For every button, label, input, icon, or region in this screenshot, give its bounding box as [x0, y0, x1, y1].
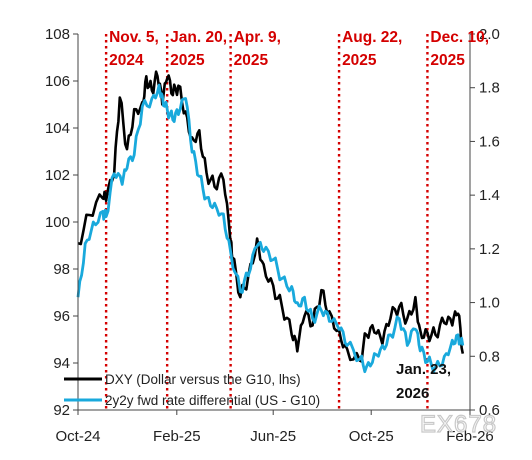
end-annotation-line: Jan. 23,: [396, 361, 451, 378]
x-tick-label: Feb-26: [446, 428, 494, 445]
y-left-tick-label: 106: [45, 73, 70, 90]
x-tick-label: Feb-25: [153, 428, 201, 445]
y-right-tick-label: 0.6: [479, 402, 500, 419]
event-lines: [104, 34, 429, 410]
series-line-rate-differential: [76, 83, 465, 374]
x-tick-label: Jun-25: [250, 428, 296, 445]
y-left-tick-label: 92: [53, 402, 70, 419]
y-left-tick-label: 94: [53, 355, 70, 372]
y-left-tick-label: 108: [45, 26, 70, 43]
axes: 92 94 96 98 100 102 104 106 108 0.6 0.8 1.0 1.2 1.4 1.…: [45, 26, 500, 445]
event-label-line: 2025: [430, 52, 465, 69]
y-left-tick-label: 104: [45, 120, 70, 137]
legend-entry: 2y2y fwd rate differential (US - G10): [64, 393, 320, 408]
y-right-tick-label: 1.8: [479, 80, 500, 97]
series-layer: [76, 70, 465, 374]
y-left-tick-label: 98: [53, 261, 70, 278]
y-right-tick-label: 1.2: [479, 241, 500, 258]
x-tick-label: Oct-25: [349, 428, 394, 445]
legend: DXY (Dollar versus the G10, lhs) 2y2y fwd…: [64, 372, 320, 408]
y-left-tick-label: 100: [45, 214, 70, 231]
event-label: Apr. 9, 2025: [234, 29, 281, 69]
event-label: Nov. 5, 2024: [109, 29, 159, 69]
y-right-tick-label: 0.8: [479, 348, 500, 365]
event-label: Aug. 22, 2025: [342, 29, 402, 69]
watermark: EX678: [420, 411, 497, 438]
event-label: Jan. 20, 2025: [170, 29, 227, 69]
series-line-dxy: [77, 70, 465, 363]
y-right-tick-label: 1.0: [479, 295, 500, 312]
y-right-tick-label: 1.4: [479, 187, 500, 204]
event-label-line: Apr. 9,: [234, 29, 281, 46]
event-label-line: 2025: [170, 52, 205, 69]
y-right-tick-label: 1.6: [479, 133, 500, 150]
event-label-line: 2025: [234, 52, 269, 69]
legend-entry: DXY (Dollar versus the G10, lhs): [64, 372, 301, 387]
legend-label: 2y2y fwd rate differential (US - G10): [105, 393, 320, 408]
x-tick-label: Oct-24: [55, 428, 100, 445]
event-label-line: Nov. 5,: [109, 29, 159, 46]
event-label-line: Dec. 10,: [430, 29, 489, 46]
end-annotation-line: 2026: [396, 385, 429, 402]
event-label-line: 2025: [342, 52, 377, 69]
annotations: Jan. 23, 2026: [396, 361, 451, 402]
legend-label: DXY (Dollar versus the G10, lhs): [105, 372, 301, 387]
event-label-line: Aug. 22,: [342, 29, 402, 46]
event-label: Dec. 10, 2025: [430, 29, 489, 69]
event-label-line: Jan. 20,: [170, 29, 227, 46]
y-left-tick-label: 102: [45, 167, 70, 184]
event-label-line: 2024: [109, 52, 144, 69]
y-left-tick-label: 96: [53, 308, 70, 325]
y-right-tick-label: 2.0: [479, 26, 500, 43]
